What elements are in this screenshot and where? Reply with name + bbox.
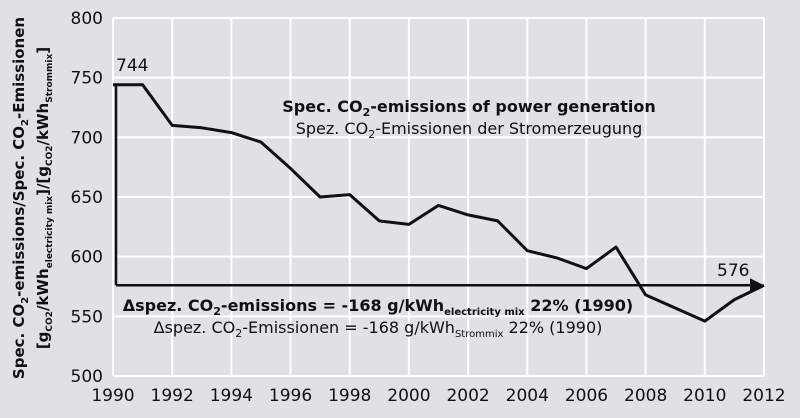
x-tick-label-2002: 2002 [446,386,489,406]
title-english: Spec. CO2-emissions of power generation [282,97,655,119]
emissions-series-line [113,83,765,323]
x-tick-label-2010: 2010 [683,386,726,406]
y-tick-label-650: 650 [71,188,103,208]
x-tick-label-2004: 2004 [506,386,549,406]
grid [112,17,765,377]
x-tick-label-2008: 2008 [624,386,667,406]
x-tick-label-1994: 1994 [210,386,253,406]
start-value-label: 744 [116,56,148,76]
x-tick-label-1996: 1996 [269,386,312,406]
delta-german: Δspez. CO2-Emissionen = -168 g/kWhStromm… [154,318,603,340]
y-tick-label-800: 800 [71,9,103,29]
y-axis-ticks: 500 550 600 650 700 750 800 [71,9,103,387]
y-tick-label-500: 500 [71,367,103,387]
y-axis-label-line1: Spec. CO2-emissions/Spec. CO2-Emissionen [10,17,31,379]
x-axis-ticks: 1990 1992 1994 1996 1998 2000 2002 2004 2006 2008… [91,386,785,406]
x-tick-label-2000: 2000 [387,386,430,406]
y-tick-label-550: 550 [71,307,103,327]
title-german: Spez. CO2-Emissionen der Stromerzeugung [296,119,643,141]
x-tick-label-2012: 2012 [742,386,785,406]
y-tick-label-750: 750 [71,69,103,89]
y-tick-label-600: 600 [71,248,103,268]
y-axis-label: Spec. CO2-emissions/Spec. CO2-Emissionen… [10,17,55,379]
y-axis-label-line2: [gCO2/kWhelectricity mix]/[gCO2/kWhStrom… [34,47,55,349]
x-tick-label-1998: 1998 [328,386,371,406]
delta-english: Δspez. CO2-emissions = -168 g/kWhelectri… [123,296,633,318]
end-value-label: 576 [717,261,749,281]
x-tick-label-1990: 1990 [91,386,134,406]
x-tick-label-2006: 2006 [565,386,608,406]
y-tick-label-700: 700 [71,128,103,148]
x-tick-label-1992: 1992 [151,386,194,406]
